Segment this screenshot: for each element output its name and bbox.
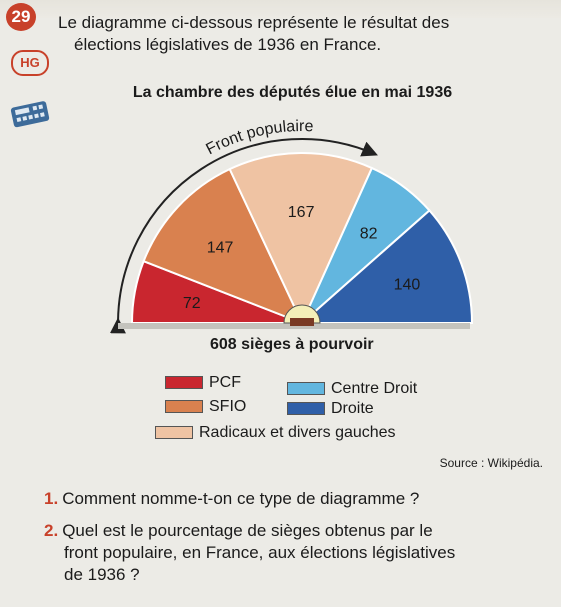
question-2: 2. Quel est le pourcentage de sièges obte…: [44, 520, 554, 586]
slice-sfio: [142, 167, 304, 325]
slice-label-sfio: 147: [207, 239, 234, 256]
slice-droite: [299, 209, 474, 324]
question-1-number: 1.: [44, 489, 59, 508]
legend-swatch-radicaux: [155, 426, 193, 440]
legend-item-pcf: PCF: [165, 374, 241, 392]
legend-item-droite: Droite: [287, 400, 374, 418]
legend-swatch-sfio: [165, 400, 203, 414]
slice-label-droite: 140: [394, 276, 421, 293]
slice-label-centre-droit: 82: [360, 226, 378, 243]
question-2-line-2: front populaire, en France, aux élection…: [64, 543, 456, 562]
exercise-number-badge: 29: [6, 3, 36, 31]
source-note: Source : Wikipédia.: [439, 456, 543, 470]
intro-line-2: élections législatives de 1936 en France…: [74, 35, 382, 54]
question-2-line-3: de 1936 ?: [64, 565, 140, 584]
legend-item-sfio: SFIO: [165, 398, 246, 416]
calculator-icon: [10, 101, 50, 128]
legend-item-radicaux: Radicaux et divers gauches: [155, 424, 396, 442]
legend-swatch-pcf: [165, 376, 203, 390]
question-2-line-1: Quel est le pourcentage de sièges obtenu…: [62, 521, 433, 540]
question-1: 1. Comment nomme-t-on ce type de diagramm…: [44, 488, 554, 510]
question-1-text: Comment nomme-t-on ce type de diagramme …: [62, 489, 420, 508]
slice-label-radicaux: 167: [288, 204, 315, 221]
legend-label-droite: Droite: [331, 400, 374, 417]
slice-label-pcf: 72: [183, 295, 201, 312]
slice-radicaux: [228, 152, 374, 326]
legend-label-radicaux: Radicaux et divers gauches: [199, 424, 396, 441]
legend-swatch-droite: [287, 402, 325, 416]
question-2-number: 2.: [44, 521, 59, 540]
intro-line-1: Le diagramme ci-dessous représente le ré…: [58, 13, 450, 32]
chart-title: La chambre des députés élue en mai 1936: [132, 84, 453, 101]
tribune-desk: [290, 318, 314, 326]
front-populaire-arrow: [109, 138, 378, 334]
seats-total-label: 608 sièges à pourvoir: [210, 336, 374, 353]
legend-swatch-centre-droit: [287, 382, 325, 396]
page-top-band: [0, 0, 561, 18]
legend-item-centre-droit: Centre Droit: [287, 380, 417, 398]
legend-label-sfio: SFIO: [209, 398, 247, 415]
subject-badge: HG: [11, 50, 49, 76]
legend-label-centre-droit: Centre Droit: [331, 380, 418, 397]
legend-label-pcf: PCF: [209, 374, 241, 391]
